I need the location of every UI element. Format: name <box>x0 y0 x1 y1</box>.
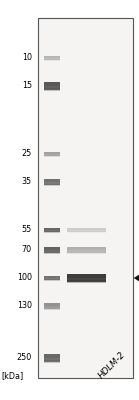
Text: [kDa]: [kDa] <box>1 371 24 380</box>
Text: 250: 250 <box>17 354 32 362</box>
Bar <box>44 89 60 91</box>
Bar <box>44 156 60 157</box>
Text: 130: 130 <box>17 302 32 310</box>
Bar <box>44 252 60 254</box>
Bar <box>44 276 60 280</box>
Bar <box>67 278 106 280</box>
Bar <box>44 361 60 363</box>
Bar <box>67 281 106 283</box>
Bar <box>44 306 60 308</box>
Bar <box>44 303 60 309</box>
Bar <box>44 82 60 90</box>
Bar <box>44 232 60 234</box>
Bar <box>44 58 60 59</box>
Bar <box>44 179 60 185</box>
Bar <box>44 56 60 60</box>
Text: HDLM-2: HDLM-2 <box>97 350 128 380</box>
Bar <box>44 228 60 232</box>
Text: 100: 100 <box>17 274 32 282</box>
Bar <box>44 230 60 231</box>
Bar <box>67 252 106 254</box>
Text: 25: 25 <box>22 150 32 158</box>
Bar <box>44 154 60 155</box>
Bar <box>67 228 106 232</box>
Bar <box>67 247 106 253</box>
Bar <box>67 250 106 252</box>
Text: 70: 70 <box>22 246 32 254</box>
Bar <box>44 250 60 252</box>
Text: 55: 55 <box>22 226 32 234</box>
Bar <box>44 247 60 253</box>
Bar <box>44 358 60 360</box>
Bar <box>44 182 60 184</box>
Bar <box>44 86 60 88</box>
Bar <box>67 230 106 231</box>
Bar <box>67 232 106 233</box>
Bar <box>44 308 60 310</box>
Text: 15: 15 <box>22 82 32 90</box>
Bar <box>44 152 60 156</box>
Bar <box>44 280 60 282</box>
Bar <box>44 60 60 61</box>
Bar <box>44 185 60 186</box>
Bar <box>67 274 106 282</box>
Bar <box>44 278 60 279</box>
Text: 35: 35 <box>22 178 32 186</box>
Polygon shape <box>134 269 139 287</box>
Bar <box>44 354 60 362</box>
Bar <box>38 18 133 378</box>
Text: 10: 10 <box>22 54 32 62</box>
